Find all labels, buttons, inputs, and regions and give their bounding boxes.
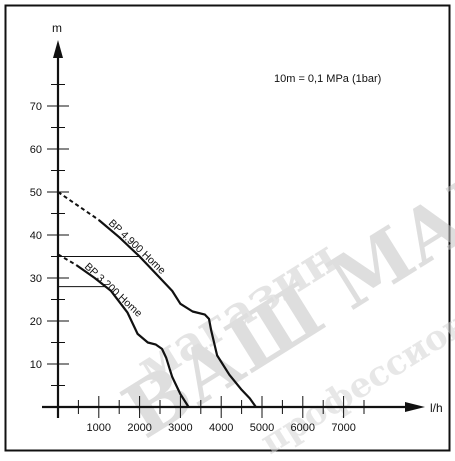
x-tick-label: 5000 — [250, 422, 274, 434]
x-tick-label: 7000 — [331, 422, 355, 434]
y-tick-label: 50 — [30, 187, 42, 199]
y-tick-label: 60 — [30, 144, 42, 156]
bp-4-900-home-curve — [98, 219, 257, 408]
x-tick-label: 6000 — [291, 422, 315, 434]
y-axis-arrow — [53, 40, 63, 58]
y-tick-label: 10 — [30, 359, 42, 371]
y-tick-label: 70 — [30, 101, 42, 113]
x-axis-arrow — [405, 402, 425, 412]
y-tick-label: 20 — [30, 316, 42, 328]
x-tick-label: 1000 — [87, 422, 111, 434]
pressure-conversion-note: 10m = 0,1 MPa (1bar) — [274, 73, 381, 85]
x-tick-label: 2000 — [127, 422, 151, 434]
y-axis-label: m — [52, 21, 62, 35]
axes: l/h m 1000 2000 3000 4000 5000 6000 7000 10 20 30 40… — [30, 21, 443, 434]
y-tick-label: 40 — [30, 230, 42, 242]
x-tick-label: 4000 — [209, 422, 233, 434]
bp-4-900-home-dashed-segment — [57, 191, 100, 221]
x-tick-label: 3000 — [168, 422, 192, 434]
x-axis-label: l/h — [430, 401, 443, 415]
bp-3-200-home-curve — [75, 264, 190, 408]
chart-border — [4, 4, 451, 452]
y-tick-label: 30 — [30, 273, 42, 285]
bp-3-200-home-dashed-segment — [57, 253, 77, 266]
